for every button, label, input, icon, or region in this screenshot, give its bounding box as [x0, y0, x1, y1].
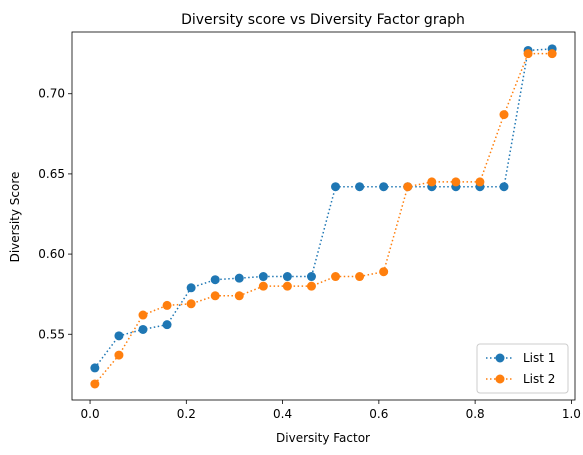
x-axis-label: Diversity Factor: [276, 431, 370, 445]
x-tick-label: 0.2: [177, 407, 196, 421]
data-point-series-2: [259, 282, 268, 291]
legend-label: List 2: [523, 372, 555, 386]
chart-title: Diversity score vs Diversity Factor grap…: [181, 12, 465, 28]
data-point-series-2: [403, 182, 412, 191]
data-point-series-1: [114, 331, 123, 340]
data-point-series-2: [139, 311, 148, 320]
data-point-series-2: [475, 177, 484, 186]
data-point-series-1: [211, 275, 220, 284]
x-tick-label: 0.4: [273, 407, 292, 421]
y-tick-label: 0.60: [38, 247, 65, 261]
data-point-series-1: [283, 272, 292, 281]
data-point-series-2: [451, 177, 460, 186]
data-point-series-2: [427, 177, 436, 186]
data-point-series-2: [524, 49, 533, 58]
legend-swatch-marker: [496, 354, 505, 363]
data-point-series-1: [90, 363, 99, 372]
y-tick-label: 0.65: [38, 167, 65, 181]
data-point-series-2: [283, 282, 292, 291]
data-point-series-2: [500, 110, 509, 119]
data-point-series-1: [307, 272, 316, 281]
data-point-series-1: [187, 283, 196, 292]
x-tick-label: 1.0: [562, 407, 581, 421]
data-point-series-1: [379, 182, 388, 191]
data-point-series-2: [114, 351, 123, 360]
legend-swatch-marker: [496, 375, 505, 384]
data-point-series-2: [163, 301, 172, 310]
data-point-series-1: [355, 182, 364, 191]
data-point-series-2: [331, 272, 340, 281]
data-point-series-2: [548, 49, 557, 58]
data-point-series-2: [307, 282, 316, 291]
x-tick-label: 0.0: [81, 407, 100, 421]
data-point-series-1: [163, 320, 172, 329]
y-axis-label: Diversity Score: [8, 172, 22, 263]
data-point-series-2: [379, 267, 388, 276]
data-point-series-1: [331, 182, 340, 191]
x-tick-label: 0.6: [369, 407, 388, 421]
data-point-series-2: [90, 379, 99, 388]
data-point-series-1: [235, 274, 244, 283]
legend: List 1 List 2: [477, 344, 568, 393]
data-point-series-2: [235, 291, 244, 300]
data-point-series-2: [355, 272, 364, 281]
legend-label: List 1: [523, 351, 555, 365]
data-point-series-1: [500, 182, 509, 191]
x-tick-label: 0.8: [466, 407, 485, 421]
data-point-series-1: [259, 272, 268, 281]
data-point-series-2: [187, 299, 196, 308]
data-point-series-2: [211, 291, 220, 300]
y-tick-label: 0.70: [38, 87, 65, 101]
y-tick-label: 0.55: [38, 327, 65, 341]
data-point-series-1: [139, 325, 148, 334]
